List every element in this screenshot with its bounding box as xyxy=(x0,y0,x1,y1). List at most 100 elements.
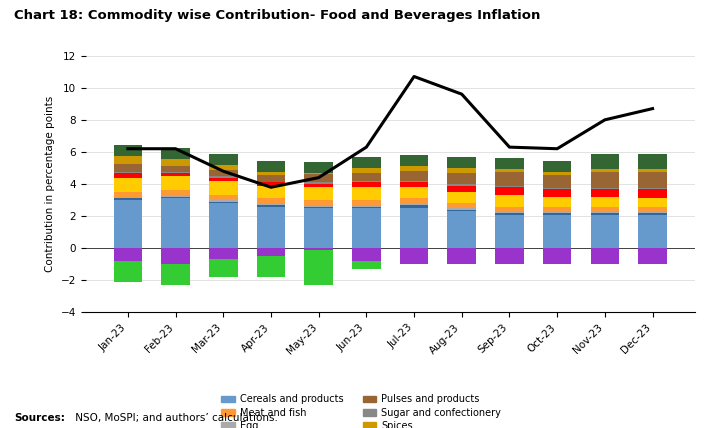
Food & Beverages xyxy=(648,106,657,111)
Bar xyxy=(400,182,428,187)
Bar xyxy=(256,248,285,256)
Bar xyxy=(638,248,667,265)
Bar xyxy=(161,166,190,172)
Bar xyxy=(304,250,333,285)
Bar xyxy=(256,186,285,199)
Bar xyxy=(209,248,238,259)
Bar xyxy=(543,214,571,248)
Bar xyxy=(114,200,142,248)
Food & Beverages xyxy=(124,146,132,152)
Bar xyxy=(638,207,667,211)
Bar xyxy=(256,172,285,175)
Legend: Cereals and products, Meat and fish, Egg, Milk and products, Oils and fats, Frui: Cereals and products, Meat and fish, Egg… xyxy=(221,394,559,428)
Bar xyxy=(400,205,428,208)
Bar xyxy=(448,186,476,192)
Bar xyxy=(304,173,333,175)
Bar xyxy=(400,171,428,181)
Bar xyxy=(352,248,381,261)
Bar xyxy=(495,207,524,211)
Food & Beverages xyxy=(362,145,371,150)
Bar xyxy=(352,182,381,187)
Bar xyxy=(591,214,619,248)
Bar xyxy=(495,169,524,172)
Bar xyxy=(638,172,667,188)
Bar xyxy=(495,214,524,248)
Bar xyxy=(209,202,238,203)
Bar xyxy=(114,261,142,282)
Bar xyxy=(256,207,285,248)
Bar xyxy=(114,248,142,261)
Bar xyxy=(304,207,333,208)
Text: Chart 18: Commodity wise Contribution- Food and Beverages Inflation: Chart 18: Commodity wise Contribution- F… xyxy=(14,9,541,21)
Bar xyxy=(114,199,142,200)
Bar xyxy=(543,211,571,213)
Bar xyxy=(543,207,571,211)
Bar xyxy=(209,169,238,176)
Bar xyxy=(256,256,285,277)
Bar xyxy=(543,161,571,172)
Bar xyxy=(638,188,667,189)
Bar xyxy=(400,248,428,265)
Food & Beverages xyxy=(601,117,609,122)
Bar xyxy=(591,189,619,197)
Bar xyxy=(591,197,619,207)
Food & Beverages xyxy=(553,146,561,152)
Bar xyxy=(495,213,524,214)
Bar xyxy=(114,178,142,192)
Bar xyxy=(448,248,476,265)
Bar xyxy=(256,175,285,181)
Bar xyxy=(161,199,190,248)
Bar xyxy=(352,181,381,182)
Bar xyxy=(591,207,619,211)
Bar xyxy=(591,172,619,188)
Bar xyxy=(209,203,238,248)
Bar xyxy=(448,173,476,184)
Bar xyxy=(256,203,285,205)
Bar xyxy=(256,182,285,186)
Bar xyxy=(256,181,285,182)
Bar xyxy=(161,195,190,197)
Food & Beverages xyxy=(410,74,418,79)
Text: NSO, MoSPI; and authors’ calculations.: NSO, MoSPI; and authors’ calculations. xyxy=(72,413,278,423)
Bar xyxy=(256,161,285,172)
Bar xyxy=(543,175,571,188)
Bar xyxy=(114,172,142,173)
Bar xyxy=(495,211,524,213)
Bar xyxy=(209,200,238,202)
Bar xyxy=(400,203,428,205)
Bar xyxy=(591,213,619,214)
Bar xyxy=(448,192,476,203)
Bar xyxy=(448,210,476,211)
Bar xyxy=(209,259,238,277)
Bar xyxy=(638,155,667,169)
Bar xyxy=(638,214,667,248)
Bar xyxy=(114,197,142,199)
Bar xyxy=(495,172,524,187)
Bar xyxy=(448,208,476,210)
Bar xyxy=(638,169,667,172)
Y-axis label: Contribution in percentage points: Contribution in percentage points xyxy=(45,96,55,272)
Bar xyxy=(209,181,238,195)
Bar xyxy=(209,154,238,165)
Bar xyxy=(495,195,524,207)
Bar xyxy=(543,197,571,207)
Food & Beverages xyxy=(266,185,275,190)
Bar xyxy=(591,169,619,172)
Bar xyxy=(400,155,428,166)
Bar xyxy=(352,200,381,205)
Bar xyxy=(161,172,190,173)
Bar xyxy=(161,173,190,176)
Bar xyxy=(304,182,333,184)
Text: Sources:: Sources: xyxy=(14,413,65,423)
Bar xyxy=(638,199,667,207)
Bar xyxy=(114,192,142,197)
Bar xyxy=(161,265,190,285)
Bar xyxy=(400,166,428,171)
Bar xyxy=(400,208,428,248)
Bar xyxy=(209,195,238,200)
Bar xyxy=(543,248,571,265)
Bar xyxy=(256,199,285,203)
Bar xyxy=(400,181,428,182)
Bar xyxy=(304,205,333,207)
Bar xyxy=(161,159,190,166)
